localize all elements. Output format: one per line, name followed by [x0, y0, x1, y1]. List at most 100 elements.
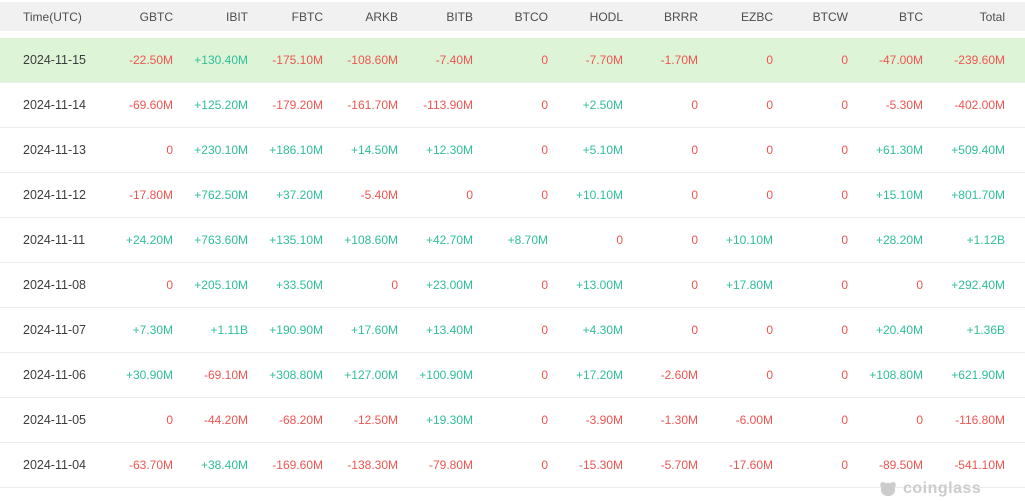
- column-header-arkb: ARKB: [343, 2, 418, 38]
- flow-value-cell: -138.30M: [343, 443, 418, 488]
- flow-value-cell: -161.70M: [343, 83, 418, 128]
- flow-value-cell: -5.70M: [643, 443, 718, 488]
- flow-value-cell: 0: [793, 308, 868, 353]
- flow-value-cell: +135.10M: [268, 218, 343, 263]
- column-header-bitb: BITB: [418, 2, 493, 38]
- flow-value-cell: +801.70M: [943, 173, 1025, 218]
- flow-value-cell: -6.00M: [718, 398, 793, 443]
- etf-flow-table-container: Time(UTC) GBTC IBIT FBTC ARKB BITB BTCO HODL BRR…: [0, 2, 1025, 488]
- flow-value-cell: -179.20M: [268, 83, 343, 128]
- flow-value-cell: +7.30M: [118, 308, 193, 353]
- flow-value-cell: -17.80M: [118, 173, 193, 218]
- table-row-2024-11-04[interactable]: 2024-11-04 -63.70M +38.40M -169.60M -138.30M…: [0, 443, 1025, 488]
- flow-value-cell: 0: [493, 443, 568, 488]
- flow-value-cell: +15.10M: [868, 173, 943, 218]
- flow-value-cell: -113.90M: [418, 83, 493, 128]
- flow-value-cell: 0: [793, 398, 868, 443]
- flow-value-cell: 0: [643, 173, 718, 218]
- flow-value-cell: 0: [418, 173, 493, 218]
- flow-value-cell: 0: [718, 353, 793, 398]
- date-cell: 2024-11-05: [0, 398, 118, 443]
- date-cell: 2024-11-13: [0, 128, 118, 173]
- table-row-2024-11-08[interactable]: 2024-11-08 0 +205.10M +33.50M 0 +23.00M 0 +13.0…: [0, 263, 1025, 308]
- flow-value-cell: 0: [643, 218, 718, 263]
- flow-value-cell: +130.40M: [193, 38, 268, 83]
- flow-value-cell: -47.00M: [868, 38, 943, 83]
- flow-value-cell: +621.90M: [943, 353, 1025, 398]
- table-row-2024-11-14[interactable]: 2024-11-14 -69.60M +125.20M -179.20M -161.70…: [0, 83, 1025, 128]
- flow-value-cell: +14.50M: [343, 128, 418, 173]
- flow-value-cell: 0: [793, 218, 868, 263]
- column-header-total: Total: [943, 2, 1025, 38]
- flow-value-cell: -5.30M: [868, 83, 943, 128]
- table-row-2024-11-15[interactable]: 2024-11-15 -22.50M +130.40M -175.10M -108.60…: [0, 38, 1025, 83]
- flow-value-cell: +10.10M: [718, 218, 793, 263]
- flow-value-cell: -69.10M: [193, 353, 268, 398]
- coinglass-watermark-text: coinglass: [903, 480, 982, 497]
- date-cell: 2024-11-14: [0, 83, 118, 128]
- date-cell: 2024-11-06: [0, 353, 118, 398]
- date-cell: 2024-11-12: [0, 173, 118, 218]
- table-row-2024-11-13[interactable]: 2024-11-13 0 +230.10M +186.10M +14.50M +12.30…: [0, 128, 1025, 173]
- flow-value-cell: 0: [793, 263, 868, 308]
- date-cell: 2024-11-07: [0, 308, 118, 353]
- table-row-2024-11-11[interactable]: 2024-11-11 +24.20M +763.60M +135.10M +108.60…: [0, 218, 1025, 263]
- flow-value-cell: +190.90M: [268, 308, 343, 353]
- flow-value-cell: +13.40M: [418, 308, 493, 353]
- flow-value-cell: 0: [793, 173, 868, 218]
- flow-value-cell: +308.80M: [268, 353, 343, 398]
- flow-value-cell: +12.30M: [418, 128, 493, 173]
- flow-value-cell: +10.10M: [568, 173, 643, 218]
- flow-value-cell: +42.70M: [418, 218, 493, 263]
- flow-value-cell: +38.40M: [193, 443, 268, 488]
- date-cell: 2024-11-04: [0, 443, 118, 488]
- flow-value-cell: -17.60M: [718, 443, 793, 488]
- table-row-2024-11-05[interactable]: 2024-11-05 0 -44.20M -68.20M -12.50M +19.30M 0…: [0, 398, 1025, 443]
- flow-value-cell: -69.60M: [118, 83, 193, 128]
- date-cell: 2024-11-15: [0, 38, 118, 83]
- table-row-2024-11-06[interactable]: 2024-11-06 +30.90M -69.10M +308.80M +127.00M…: [0, 353, 1025, 398]
- column-header-btc: BTC: [868, 2, 943, 38]
- flow-value-cell: +100.90M: [418, 353, 493, 398]
- flow-value-cell: +17.80M: [718, 263, 793, 308]
- date-cell: 2024-11-08: [0, 263, 118, 308]
- flow-value-cell: -12.50M: [343, 398, 418, 443]
- flow-value-cell: +1.11B: [193, 308, 268, 353]
- column-header-fbtc: FBTC: [268, 2, 343, 38]
- table-row-2024-11-12[interactable]: 2024-11-12 -17.80M +762.50M +37.20M -5.40M 0 0…: [0, 173, 1025, 218]
- flow-value-cell: 0: [493, 173, 568, 218]
- flow-value-cell: -7.40M: [418, 38, 493, 83]
- flow-value-cell: +17.60M: [343, 308, 418, 353]
- flow-value-cell: +763.60M: [193, 218, 268, 263]
- table-header-row: Time(UTC) GBTC IBIT FBTC ARKB BITB BTCO HODL BRR…: [0, 2, 1025, 38]
- flow-value-cell: +61.30M: [868, 128, 943, 173]
- flow-value-cell: +1.12B: [943, 218, 1025, 263]
- column-header-brrr: BRRR: [643, 2, 718, 38]
- column-header-gbtc: GBTC: [118, 2, 193, 38]
- flow-value-cell: -44.20M: [193, 398, 268, 443]
- flow-value-cell: 0: [793, 83, 868, 128]
- table-row-2024-11-07[interactable]: 2024-11-07 +7.30M +1.11B +190.90M +17.60M +13…: [0, 308, 1025, 353]
- flow-value-cell: 0: [868, 263, 943, 308]
- flow-value-cell: 0: [793, 38, 868, 83]
- flow-value-cell: 0: [643, 263, 718, 308]
- column-header-btcw: BTCW: [793, 2, 868, 38]
- flow-value-cell: 0: [118, 398, 193, 443]
- date-cell: 2024-11-11: [0, 218, 118, 263]
- flow-value-cell: 0: [793, 443, 868, 488]
- column-header-ibit: IBIT: [193, 2, 268, 38]
- coinglass-watermark: coinglass: [878, 479, 981, 499]
- flow-value-cell: +8.70M: [493, 218, 568, 263]
- flow-value-cell: +205.10M: [193, 263, 268, 308]
- flow-value-cell: +292.40M: [943, 263, 1025, 308]
- flow-value-cell: 0: [118, 263, 193, 308]
- table-body: 2024-11-15 -22.50M +130.40M -175.10M -108.60…: [0, 38, 1025, 488]
- flow-value-cell: +186.10M: [268, 128, 343, 173]
- flow-value-cell: -402.00M: [943, 83, 1025, 128]
- flow-value-cell: +19.30M: [418, 398, 493, 443]
- flow-value-cell: +230.10M: [193, 128, 268, 173]
- flow-value-cell: -79.80M: [418, 443, 493, 488]
- flow-value-cell: +17.20M: [568, 353, 643, 398]
- flow-value-cell: -5.40M: [343, 173, 418, 218]
- flow-value-cell: +5.10M: [568, 128, 643, 173]
